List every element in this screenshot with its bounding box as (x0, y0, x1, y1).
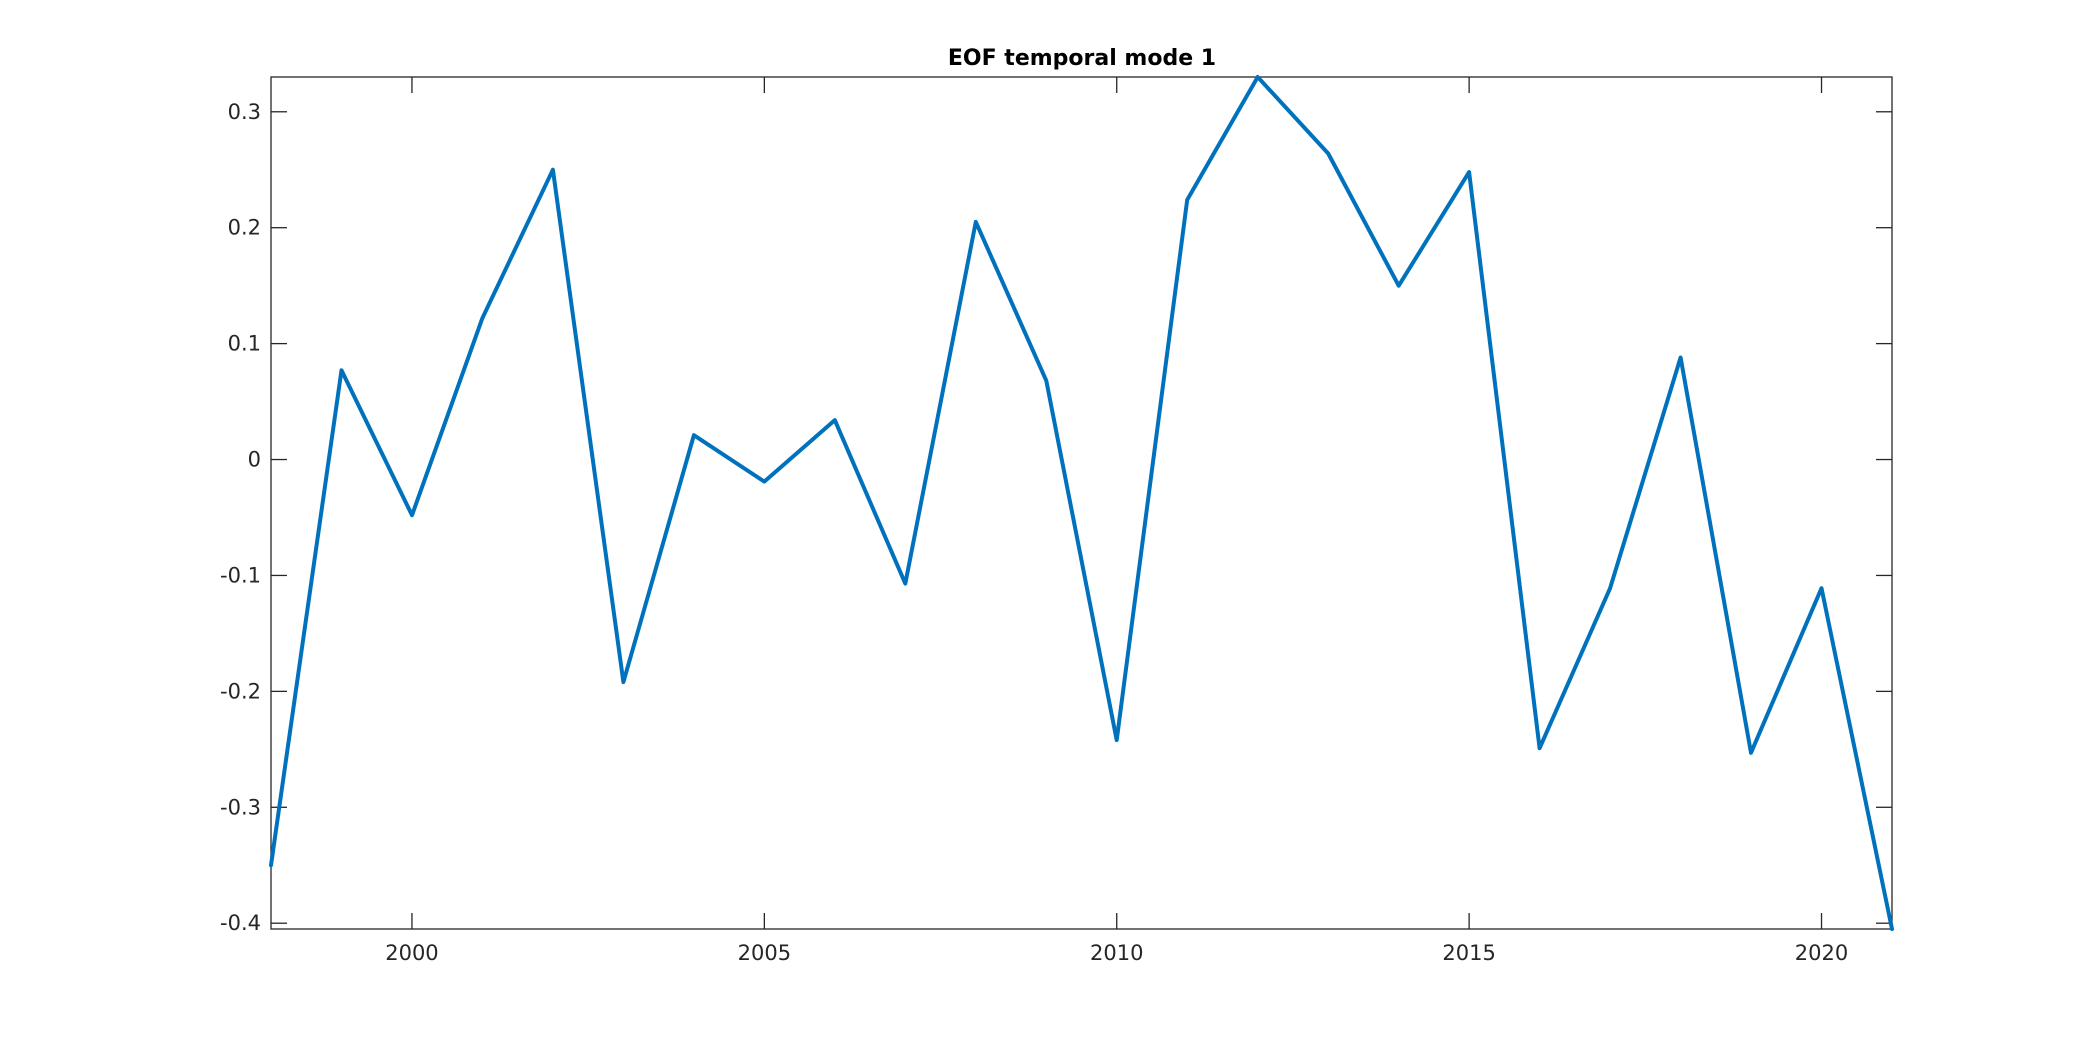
series-layer (269, 75, 1894, 931)
series-line (269, 75, 1894, 931)
y-tick-label: 0.1 (228, 332, 261, 356)
y-tick-label: 0.2 (228, 216, 261, 240)
plot-area (270, 76, 1893, 930)
x-tick-label: 2010 (1090, 941, 1143, 965)
x-tick-label: 2000 (385, 941, 438, 965)
y-tick-label: 0.3 (228, 100, 261, 124)
x-tick-label: 2020 (1795, 941, 1848, 965)
y-tick-label: -0.4 (220, 911, 261, 935)
y-tick-label: -0.2 (220, 679, 261, 703)
y-tick-label: 0 (248, 448, 261, 472)
y-tick-label: -0.1 (220, 563, 261, 587)
x-tick-label: 2005 (738, 941, 791, 965)
chart-title: EOF temporal mode 1 (948, 46, 1216, 71)
x-tick-label: 2015 (1442, 941, 1495, 965)
axis-ticks: 2000 2005 2010 2015 2020 0.3 0.2 0.1 0 -0.1 -0.2 -0… (220, 77, 1892, 965)
y-tick-label: -0.3 (220, 795, 261, 819)
